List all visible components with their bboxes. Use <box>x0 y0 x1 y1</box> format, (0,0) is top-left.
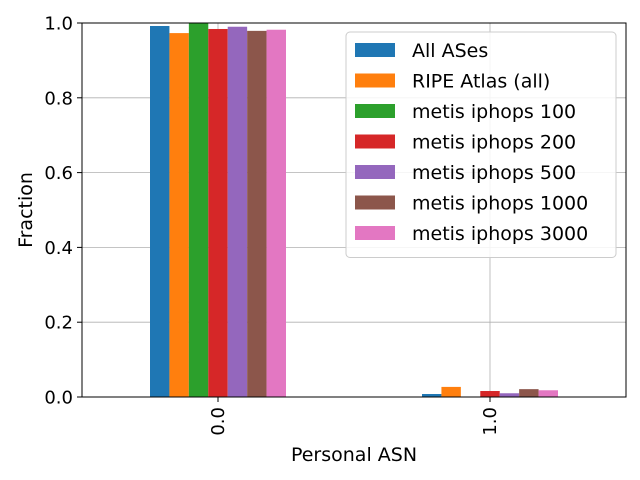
bar <box>422 394 442 397</box>
bar <box>519 389 539 397</box>
y-tick-label: 0.2 <box>44 313 73 334</box>
legend-swatch <box>355 195 395 210</box>
legend: All ASes RIPE Atlas (all) metis iphops 100… <box>345 31 617 258</box>
legend-box <box>345 31 617 258</box>
y-tick-label: 1.0 <box>44 14 73 35</box>
legend-swatch <box>355 73 395 88</box>
legend-label: metis iphops 100 <box>412 101 576 123</box>
y-tick-label: 0.8 <box>44 88 73 109</box>
y-axis: 0.0 0.2 0.4 0.6 0.8 1.0 <box>44 14 82 409</box>
x-tick-label: 1.0 <box>480 407 501 436</box>
legend-label: RIPE Atlas (all) <box>412 71 550 93</box>
x-axis-label: Personal ASN <box>291 444 417 466</box>
legend-label: All ASes <box>412 40 488 62</box>
legend-label: metis iphops 3000 <box>412 223 588 245</box>
bar <box>247 30 267 397</box>
legend-swatch <box>355 43 395 57</box>
y-tick-label: 0.0 <box>44 388 73 409</box>
bar <box>188 23 209 397</box>
legend-label: metis iphops 500 <box>412 162 576 184</box>
y-axis-label: Fraction <box>15 172 37 248</box>
bar <box>169 33 189 398</box>
legend-swatch <box>355 134 395 149</box>
y-tick-label: 0.4 <box>44 238 73 259</box>
x-tick-label: 0.0 <box>208 407 229 436</box>
x-axis: 0.0 1.0 <box>208 397 501 436</box>
legend-label: metis iphops 200 <box>412 132 576 154</box>
bar <box>227 26 248 398</box>
legend-swatch <box>355 104 395 118</box>
legend-swatch <box>355 165 395 179</box>
bar <box>150 25 170 397</box>
bar <box>499 393 520 397</box>
bar <box>441 386 461 397</box>
y-tick-label: 0.6 <box>44 163 73 184</box>
bar <box>480 391 500 397</box>
bars <box>150 23 558 398</box>
legend-label: metis iphops 1000 <box>412 193 588 215</box>
legend-swatch <box>355 226 395 240</box>
bar <box>208 28 228 397</box>
bar <box>538 390 558 397</box>
bar <box>266 29 286 398</box>
plot-frame <box>81 22 627 398</box>
